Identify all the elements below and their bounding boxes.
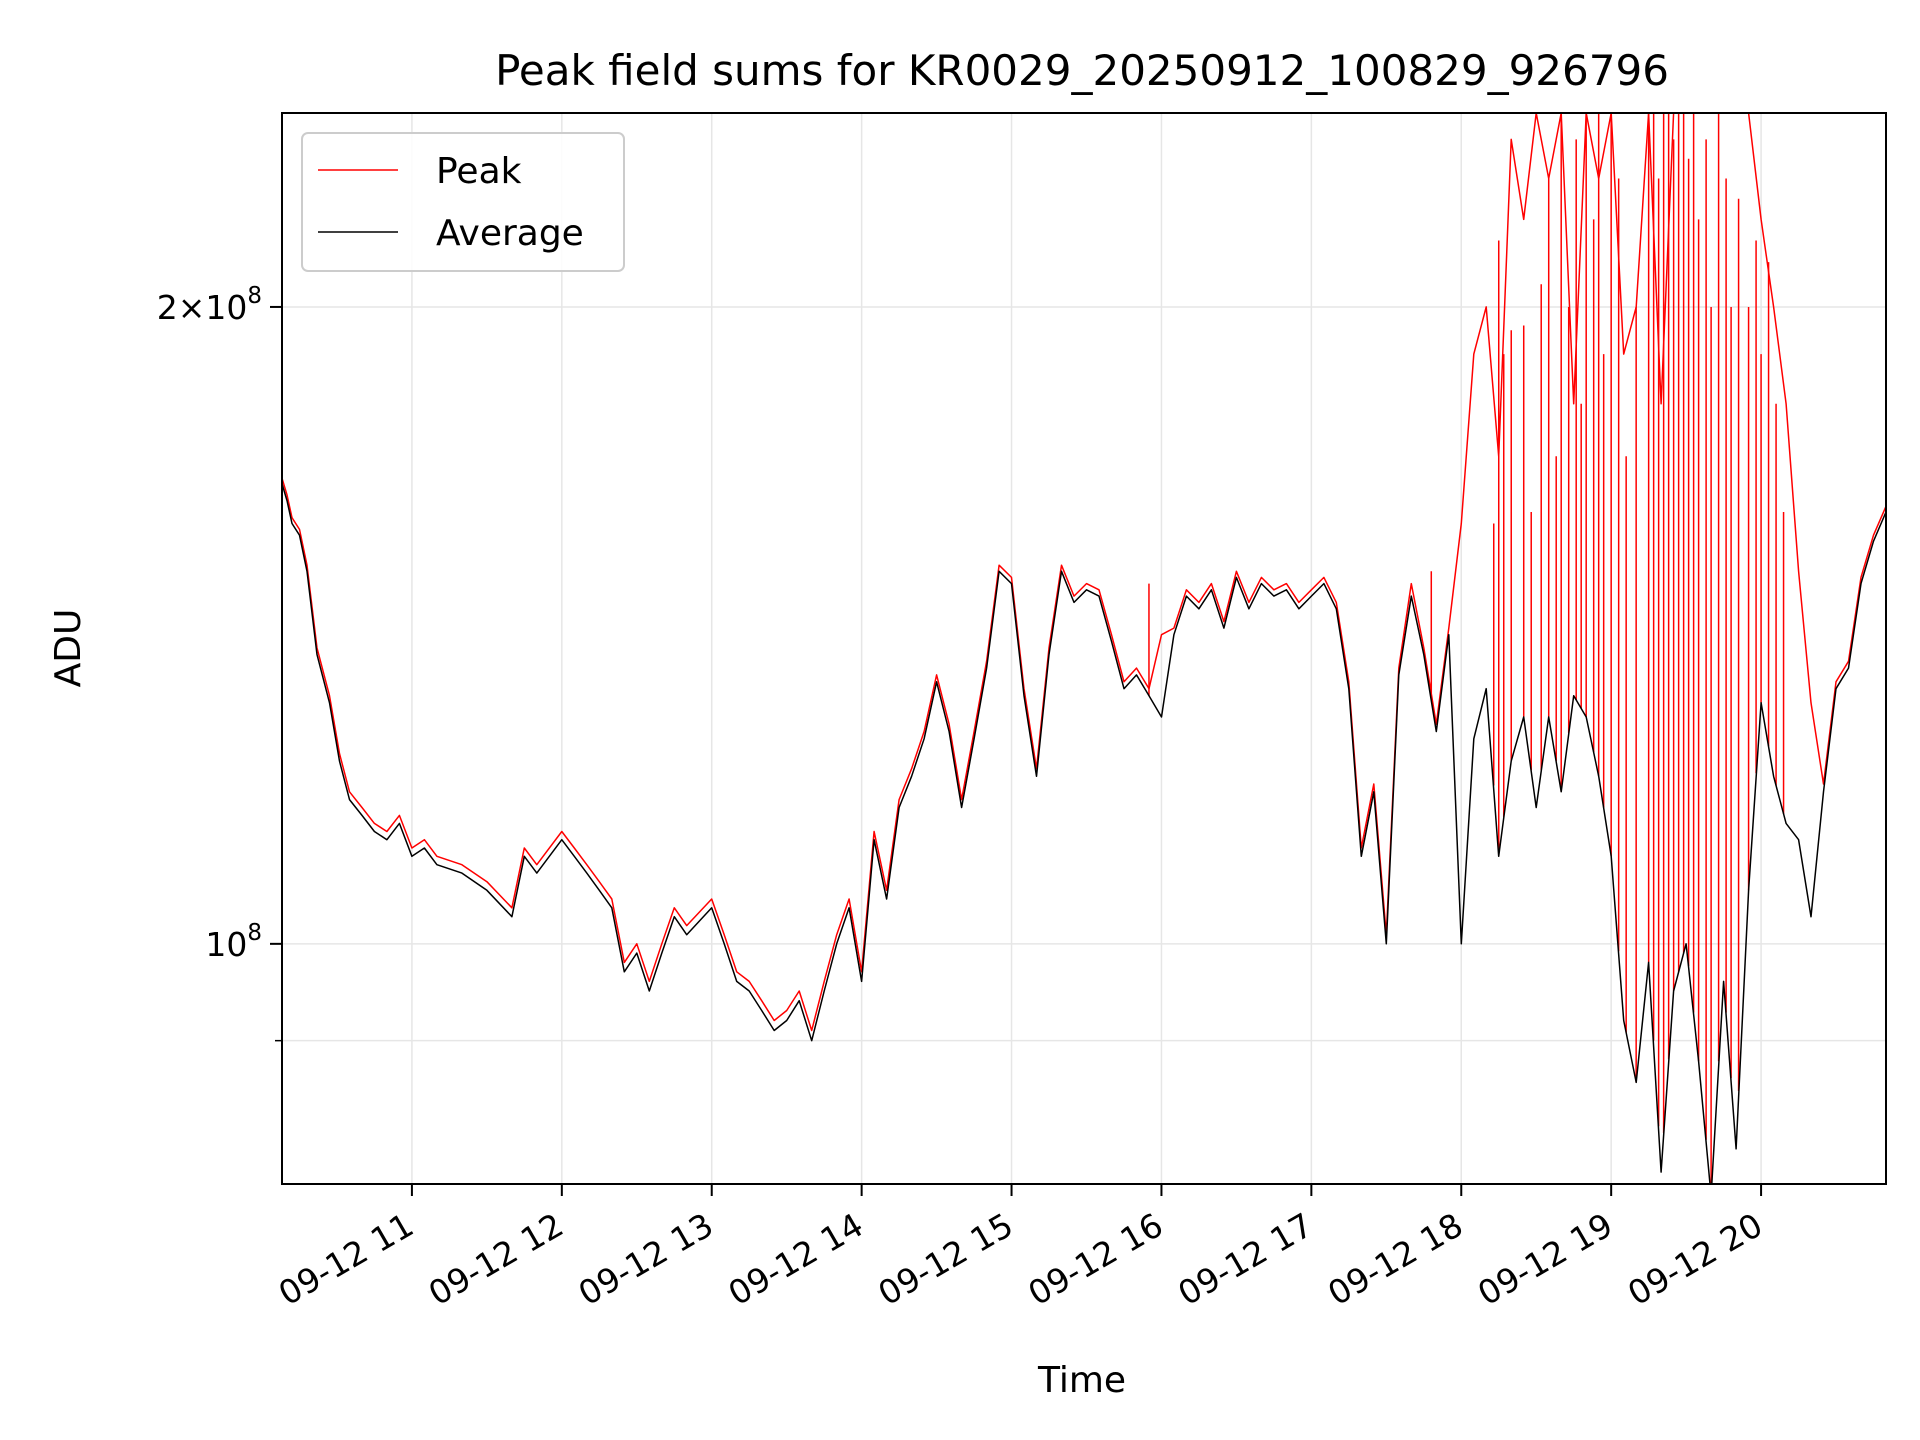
legend-box	[301, 132, 625, 272]
legend-peak-label: Peak	[436, 151, 522, 192]
y-axis-label: ADU	[48, 609, 89, 688]
series-layer	[282, 113, 1886, 1184]
legend: Peak Average	[301, 132, 625, 272]
y-tick-label: 108	[205, 920, 262, 964]
legend-average-label: Average	[436, 213, 584, 254]
plot-frame	[281, 112, 1887, 1185]
y-tick-base: 10	[205, 925, 247, 964]
y-tick-label: 2×108	[157, 283, 262, 327]
y-tick-exponent: 8	[247, 920, 262, 946]
peak-series-line	[282, 113, 1886, 1032]
chart-title: Peak field sums for KR0029_20250912_1008…	[495, 46, 1669, 95]
y-tick-exponent: 8	[247, 283, 262, 309]
x-axis-label: Time	[1037, 1360, 1126, 1401]
y-tick-mantissa: 2×10	[157, 288, 248, 327]
grid-lines	[282, 113, 1886, 1184]
average-series-line	[282, 483, 1886, 1184]
